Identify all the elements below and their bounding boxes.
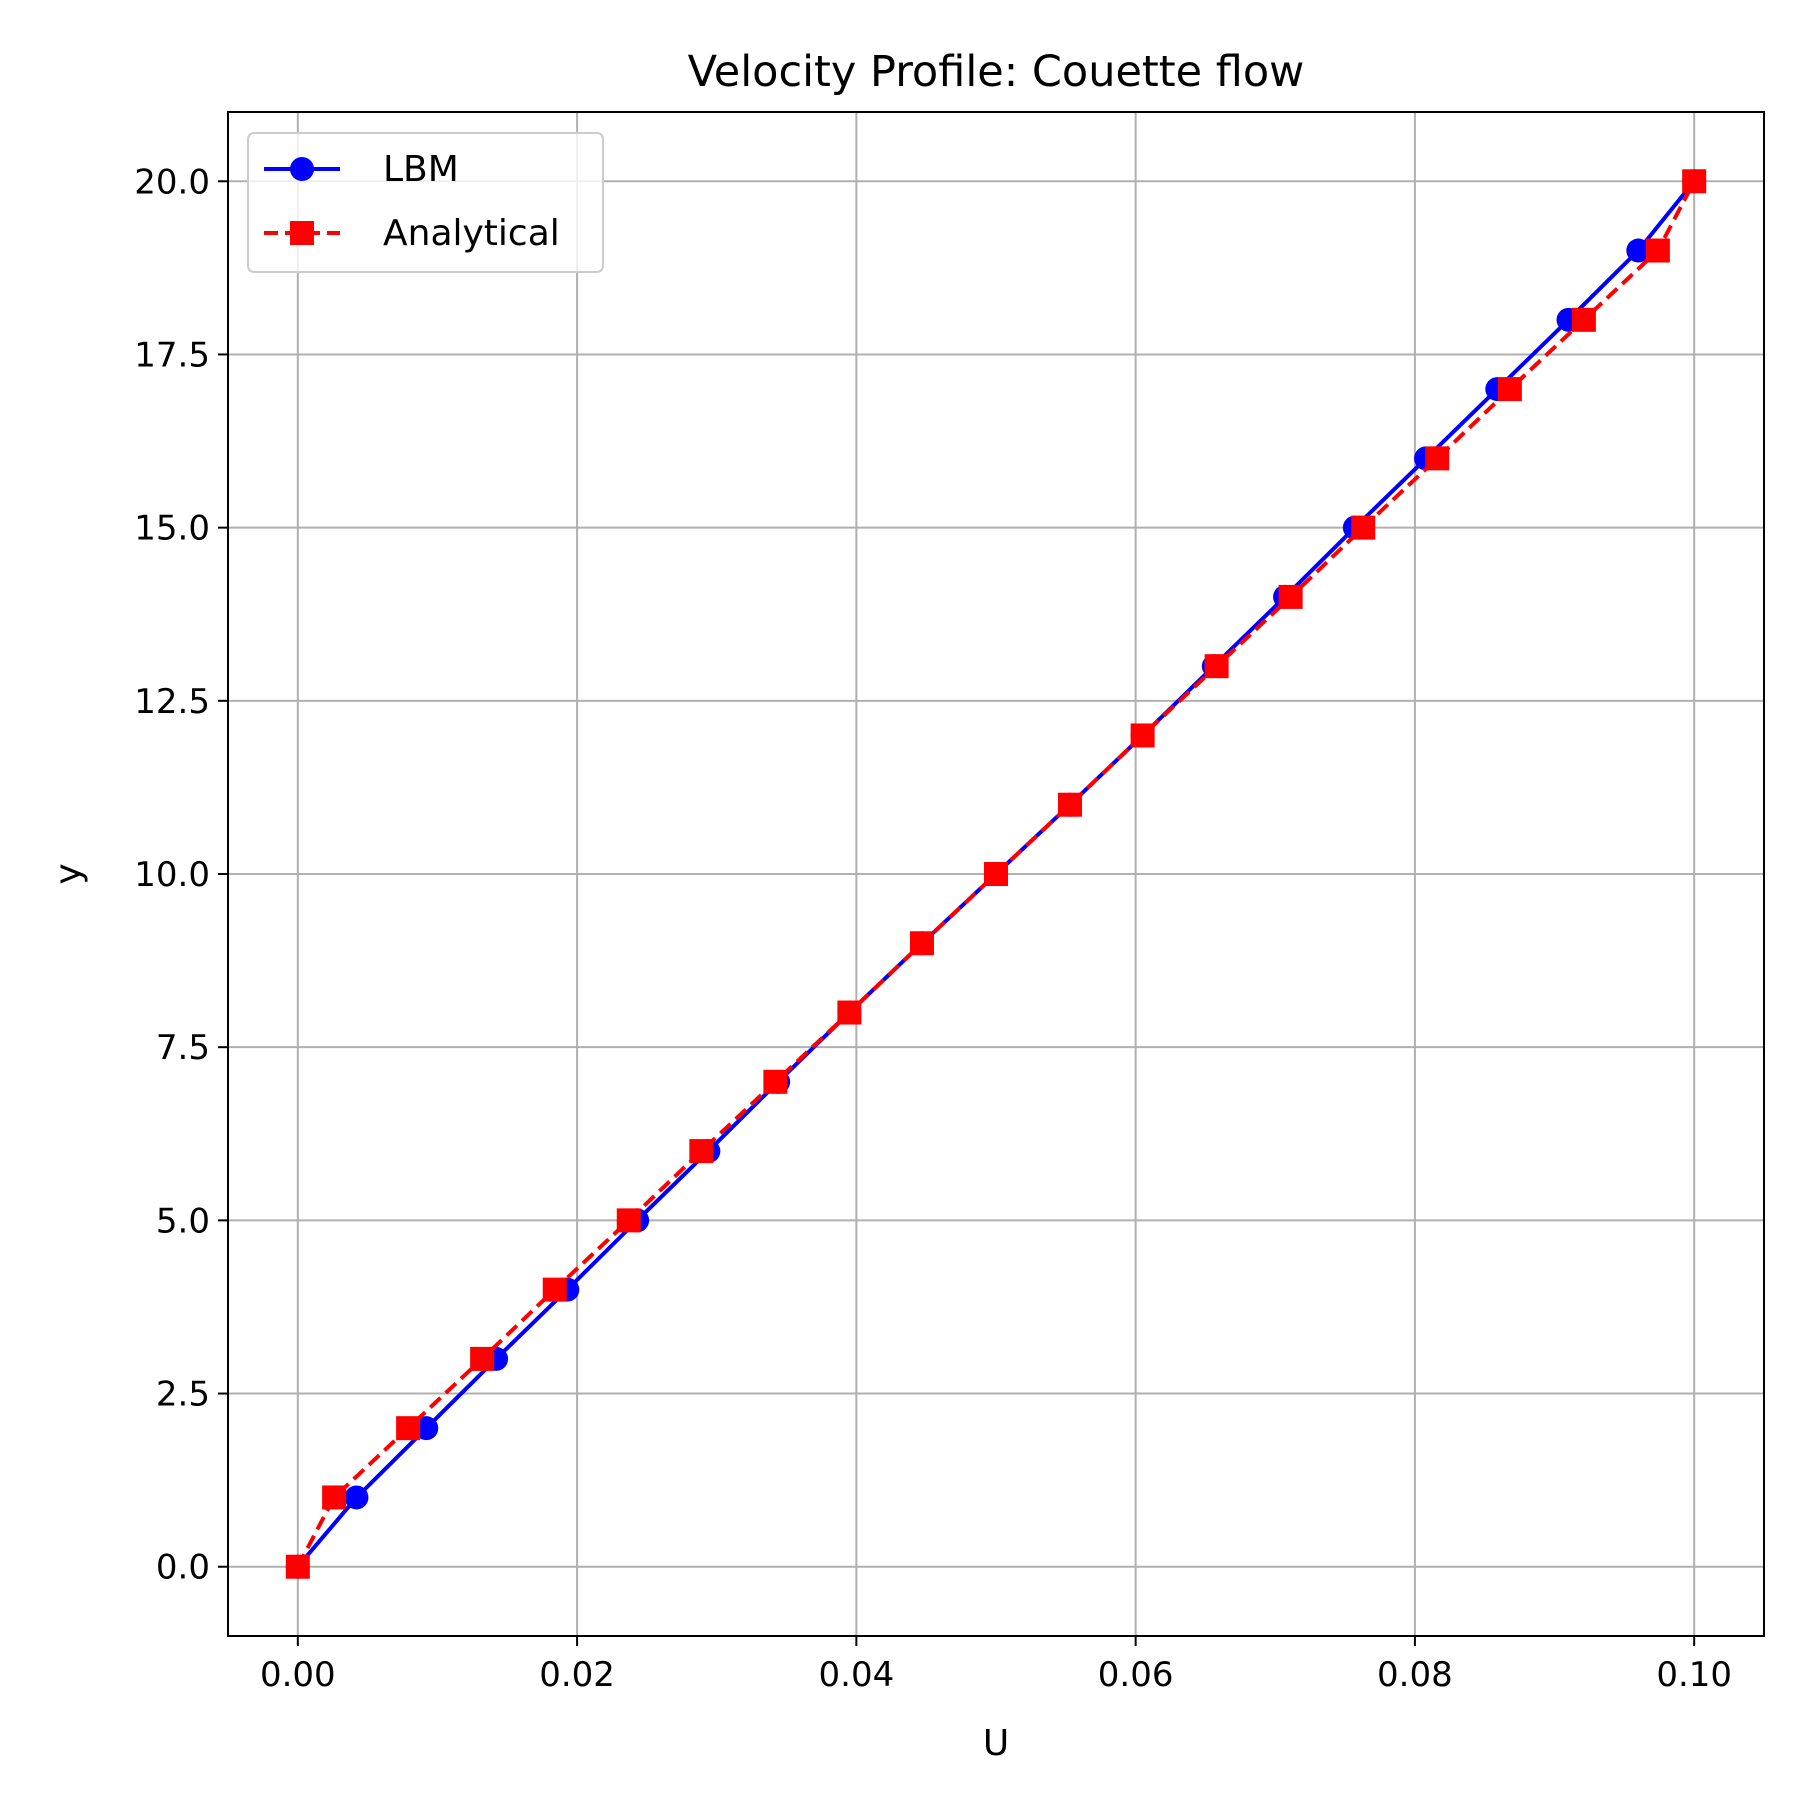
series-analytical [285, 169, 1707, 1579]
data-point [763, 1069, 788, 1094]
data-point [1351, 515, 1376, 540]
data-point [616, 1208, 641, 1233]
data-point [837, 1000, 862, 1025]
data-point [414, 1416, 439, 1441]
axis-ticks: 0.00 0.02 0.04 0.06 0.08 0.10 0.0 2.5 5.0 7.5 10.0… [134, 162, 1732, 1695]
x-tick-label: 0.06 [1098, 1655, 1174, 1695]
data-point [1571, 307, 1596, 332]
data-point [396, 1416, 421, 1441]
data-point [1278, 584, 1303, 609]
chart-title: Velocity Profile: Couette flow [688, 47, 1305, 97]
y-axis-title: y [48, 863, 89, 884]
data-point [1058, 792, 1083, 817]
data-point [689, 1139, 714, 1164]
legend-item: Analytical [264, 213, 560, 254]
y-tick-label: 12.5 [134, 682, 210, 722]
x-tick-label: 0.08 [1377, 1655, 1453, 1695]
data-point [984, 862, 1008, 886]
y-tick-label: 0.0 [156, 1548, 210, 1588]
data-point [1204, 654, 1229, 679]
x-tick-label: 0.02 [539, 1655, 615, 1695]
y-tick-label: 10.0 [134, 855, 210, 895]
legend-item: LBM [264, 149, 459, 190]
x-tick-label: 0.04 [819, 1655, 895, 1695]
y-tick-label: 15.0 [134, 509, 210, 549]
y-tick-label: 20.0 [134, 162, 210, 202]
data-point [285, 1554, 310, 1579]
data-point [1425, 446, 1450, 471]
data-point [344, 1485, 369, 1510]
data-point [1626, 238, 1651, 263]
x-tick-label: 0.00 [260, 1655, 336, 1695]
x-tick-label: 0.10 [1656, 1655, 1732, 1695]
data-point [322, 1485, 347, 1510]
y-tick-label: 7.5 [156, 1028, 210, 1068]
legend-marker [290, 221, 314, 245]
legend-marker [290, 157, 314, 181]
data-point [909, 931, 934, 956]
data-point [470, 1346, 495, 1371]
data-point [542, 1277, 567, 1302]
data-point [1645, 238, 1670, 263]
legend-label: Analytical [383, 213, 560, 254]
y-tick-label: 2.5 [156, 1375, 210, 1415]
data-point [1130, 723, 1155, 748]
legend: LBM Analytical [247, 132, 604, 273]
series-layer [285, 169, 1707, 1579]
data-point [1682, 169, 1707, 194]
data-point [1497, 377, 1522, 402]
legend-label: LBM [383, 149, 459, 190]
y-tick-label: 17.5 [134, 335, 210, 375]
y-tick-label: 5.0 [156, 1201, 210, 1241]
x-axis-title: U [983, 1723, 1009, 1764]
